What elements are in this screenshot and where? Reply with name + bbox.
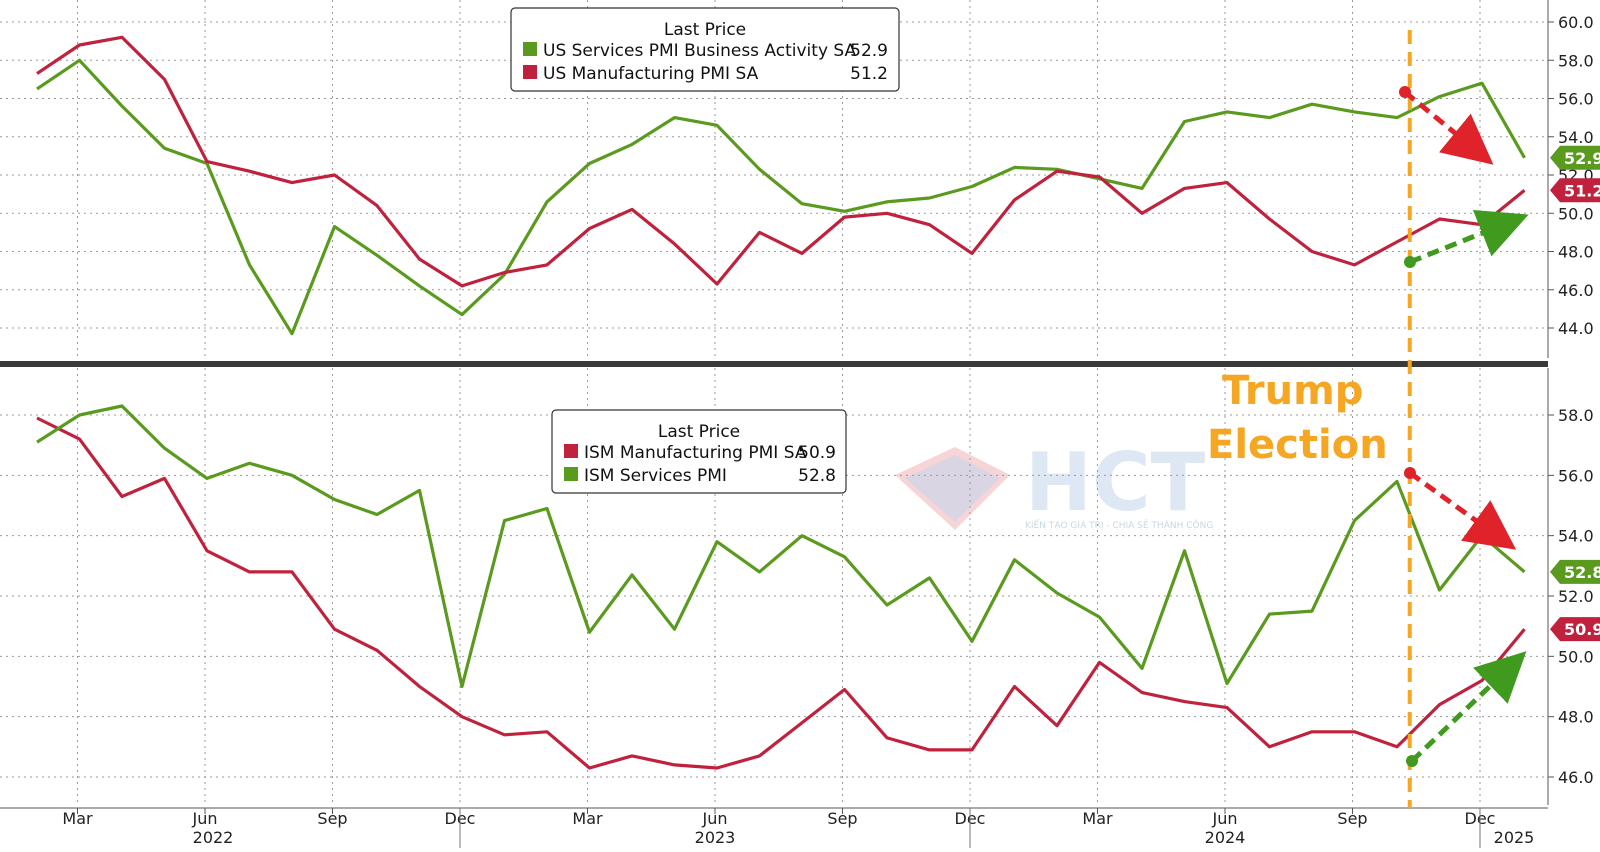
legend-bottom-entry-0-name: ISM Manufacturing PMI SA bbox=[584, 443, 807, 463]
trend-arrows bbox=[1399, 86, 1529, 767]
y-tick-label: 48.0 bbox=[1558, 708, 1594, 727]
legend-bottom: Last Price ISM Manufacturing PMI SA 50.9… bbox=[551, 409, 847, 494]
legend-bottom-swatch-0 bbox=[564, 444, 578, 458]
legend-bottom-title: Last Price bbox=[658, 422, 740, 442]
legend-bottom-entry-1-name: ISM Services PMI bbox=[584, 466, 727, 486]
y-tick-label: 56.0 bbox=[1558, 90, 1594, 109]
election-label-line1: Trump bbox=[1222, 368, 1363, 414]
legend-bottom-entry-0-value: 50.9 bbox=[798, 443, 836, 463]
y-tick-label: 44.0 bbox=[1558, 319, 1594, 338]
last-value-badge-text: 51.2 bbox=[1564, 181, 1600, 200]
last-value-badge-text: 52.8 bbox=[1564, 563, 1600, 582]
last-value-badge-text: 52.9 bbox=[1564, 149, 1600, 168]
legend-top-entry-0-value: 52.9 bbox=[850, 41, 888, 61]
legend-bottom-box bbox=[551, 409, 847, 494]
y-tick-label: 58.0 bbox=[1558, 51, 1594, 70]
legend-bottom-swatch-1 bbox=[564, 467, 578, 481]
series-line-1-0 bbox=[36, 416, 1526, 770]
legend-top-entry-1-name: US Manufacturing PMI SA bbox=[543, 64, 759, 84]
x-year-label: 2023 bbox=[695, 828, 736, 847]
legend-top-box bbox=[510, 7, 900, 92]
y-tick-label: 52.0 bbox=[1558, 587, 1594, 606]
x-year-label: 2025 bbox=[1494, 828, 1535, 847]
y-tick-label: 48.0 bbox=[1558, 243, 1594, 262]
x-tick-label: Sep bbox=[827, 809, 857, 828]
legend-bottom-entry-1-value: 52.8 bbox=[798, 466, 836, 486]
x-tick-label: Sep bbox=[1337, 809, 1367, 828]
legend-top-entry-0-name: US Services PMI Business Activity SA bbox=[543, 41, 857, 61]
legend-top-title: Last Price bbox=[664, 20, 746, 40]
series-line-0-1 bbox=[36, 35, 1526, 288]
y-tick-label: 46.0 bbox=[1558, 281, 1594, 300]
x-tick-label: Jun bbox=[1212, 809, 1238, 828]
legend-top-entry-1-value: 51.2 bbox=[850, 64, 888, 84]
x-tick-label: Mar bbox=[1082, 809, 1113, 828]
series-layer bbox=[36, 35, 1526, 770]
legend-top: Last Price US Services PMI Business Acti… bbox=[510, 7, 900, 92]
series-line-0-0 bbox=[36, 58, 1526, 336]
y-tick-label: 54.0 bbox=[1558, 527, 1594, 546]
last-value-badge-text: 50.9 bbox=[1564, 620, 1600, 639]
last-value-badge bbox=[1550, 617, 1600, 642]
watermark: HCT KIẾN TẠO GIÁ TRỊ - CHIA SẺ THÀNH CÔN… bbox=[895, 436, 1213, 531]
last-value-badge bbox=[1550, 145, 1600, 170]
y-tick-label: 54.0 bbox=[1558, 128, 1594, 147]
bottom-green-up-arrow-icon bbox=[1410, 651, 1527, 763]
legend-top-swatch-0 bbox=[523, 42, 537, 56]
y-tick-label: 50.0 bbox=[1558, 647, 1594, 666]
y-tick-label: 46.0 bbox=[1558, 768, 1594, 787]
bottom-red-down-arrow-icon bbox=[1408, 470, 1517, 550]
watermark-diamond-icon bbox=[895, 447, 1010, 530]
panel-divider bbox=[0, 361, 1548, 367]
election-label-line2: Election bbox=[1207, 422, 1388, 468]
x-tick-label: Mar bbox=[62, 809, 93, 828]
x-tick-label: Jun bbox=[192, 809, 218, 828]
x-tick-label: Mar bbox=[572, 809, 603, 828]
last-value-badge bbox=[1550, 178, 1600, 203]
x-year-label: 2022 bbox=[193, 828, 234, 847]
y-tick-label: 60.0 bbox=[1558, 13, 1594, 32]
x-tick-label: Jun bbox=[702, 809, 728, 828]
x-year-label: 2024 bbox=[1205, 828, 1246, 847]
y-tick-label: 50.0 bbox=[1558, 204, 1594, 223]
x-tick-label: Sep bbox=[317, 809, 347, 828]
last-value-badge bbox=[1550, 559, 1600, 584]
legend-top-swatch-1 bbox=[523, 65, 537, 79]
watermark-text: HCT bbox=[1025, 436, 1206, 529]
top-red-down-arrow-icon bbox=[1403, 90, 1494, 165]
badge-layer: 52.9 51.2 50.9 52.8 bbox=[1550, 145, 1600, 642]
y-tick-label: 58.0 bbox=[1558, 406, 1594, 425]
watermark-subtitle: KIẾN TẠO GIÁ TRỊ - CHIA SẺ THÀNH CÔNG bbox=[1025, 519, 1213, 531]
y-tick-label: 56.0 bbox=[1558, 466, 1594, 485]
series-line-1-1 bbox=[36, 404, 1526, 689]
